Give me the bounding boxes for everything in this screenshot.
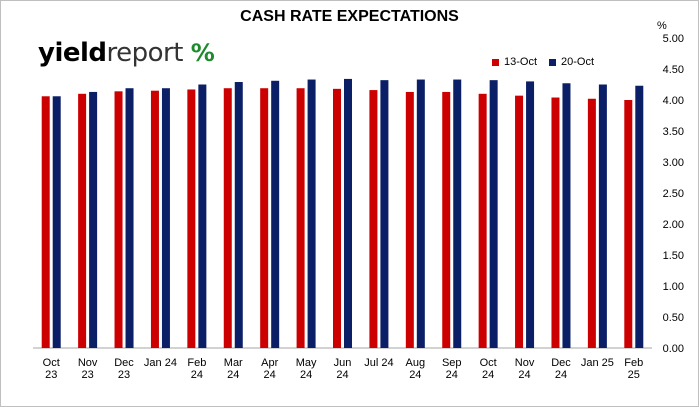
logo-percent-icon: % <box>190 39 215 67</box>
bar-13-oct-8 <box>333 88 341 348</box>
x-tick-label: Oct <box>480 357 497 369</box>
x-tick-label: Jul 24 <box>364 357 393 369</box>
legend-label-13-oct: 13-Oct <box>504 56 538 68</box>
bar-13-oct-4 <box>187 89 196 349</box>
y-tick-label: 1.00 <box>663 281 684 293</box>
bar-13-oct-11 <box>442 91 451 348</box>
x-tick-label: 24 <box>336 369 348 381</box>
bar-20-oct-15 <box>598 84 607 348</box>
y-tick-label: 3.00 <box>663 157 684 169</box>
bar-13-oct-13 <box>515 95 524 348</box>
y-tick-label: 4.00 <box>663 95 684 107</box>
x-tick-label: Dec <box>114 357 134 369</box>
bar-13-oct-16 <box>624 100 633 348</box>
x-tick-label: Oct <box>43 357 60 369</box>
bar-20-oct-0 <box>52 96 61 348</box>
bar-13-oct-9 <box>369 90 378 348</box>
x-tick-label: 24 <box>446 369 458 381</box>
bar-20-oct-9 <box>380 80 389 348</box>
legend-swatch-20-oct <box>549 58 557 66</box>
bar-20-oct-11 <box>453 79 462 348</box>
y-tick-label: 4.50 <box>663 64 684 76</box>
x-tick-label: Aug <box>406 357 426 369</box>
x-tick-label: 23 <box>45 369 57 381</box>
x-tick-label: 24 <box>264 369 276 381</box>
bar-13-oct-1 <box>78 93 87 348</box>
x-tick-label: Feb <box>624 357 643 369</box>
y-tick-label: 0.50 <box>663 312 684 324</box>
chart-legend: 13-Oct 20-Oct <box>492 56 606 68</box>
bar-20-oct-10 <box>416 79 425 348</box>
bar-13-oct-5 <box>223 88 232 348</box>
bar-13-oct-2 <box>114 91 123 348</box>
x-tick-label: 25 <box>628 369 640 381</box>
x-tick-label: Jun <box>334 357 352 369</box>
bar-20-oct-14 <box>562 83 571 348</box>
y-tick-label: 2.00 <box>663 219 684 231</box>
bar-13-oct-3 <box>150 90 159 348</box>
x-tick-label: Feb <box>187 357 206 369</box>
bar-13-oct-7 <box>296 88 305 348</box>
x-tick-label: Nov <box>78 357 98 369</box>
legend-swatch-13-oct <box>492 58 499 66</box>
x-tick-label: 24 <box>227 369 239 381</box>
x-tick-label: Apr <box>261 357 278 369</box>
bar-13-oct-10 <box>405 91 414 348</box>
bar-20-oct-3 <box>161 88 170 348</box>
legend-item-13-oct: 13-Oct <box>492 56 537 68</box>
x-tick-label: 24 <box>191 369 203 381</box>
x-tick-label: Jan 24 <box>144 357 177 369</box>
logo-report-text: report <box>106 38 184 68</box>
y-tick-label: 5.00 <box>663 33 684 45</box>
bar-20-oct-4 <box>198 84 207 348</box>
bar-13-oct-0 <box>41 96 50 348</box>
bar-20-oct-16 <box>635 85 644 349</box>
bar-20-oct-12 <box>489 80 498 348</box>
bar-20-oct-8 <box>344 78 352 349</box>
x-tick-label: Mar <box>224 357 243 369</box>
legend-item-20-oct: 20-Oct <box>549 56 594 68</box>
y-tick-label: 0.00 <box>663 343 684 355</box>
x-tick-label: Sep <box>442 357 462 369</box>
bar-13-oct-12 <box>478 93 487 348</box>
x-tick-label: 24 <box>300 369 312 381</box>
bar-20-oct-1 <box>89 91 98 348</box>
bar-13-oct-6 <box>260 88 269 348</box>
bar-20-oct-13 <box>526 81 535 349</box>
bar-20-oct-5 <box>234 82 243 349</box>
bar-20-oct-2 <box>125 88 134 348</box>
chart-title: CASH RATE EXPECTATIONS <box>240 8 459 25</box>
y-axis-unit: % <box>657 20 667 32</box>
x-tick-label: 23 <box>81 369 93 381</box>
x-tick-label: 24 <box>518 369 530 381</box>
logo-yield-text: yield <box>38 38 107 68</box>
x-tick-label: Jan 25 <box>581 357 614 369</box>
x-tick-label: 23 <box>118 369 130 381</box>
bar-20-oct-7 <box>307 79 316 348</box>
bar-13-oct-14 <box>551 97 560 349</box>
x-tick-label: 24 <box>555 369 567 381</box>
x-tick-label: Dec <box>551 357 571 369</box>
y-tick-label: 1.50 <box>663 250 684 262</box>
x-tick-label: Nov <box>515 357 535 369</box>
x-tick-label: 24 <box>482 369 494 381</box>
yieldreport-logo: yieldreport % <box>38 38 215 68</box>
y-tick-label: 3.50 <box>663 126 684 138</box>
legend-label-20-oct: 20-Oct <box>561 56 595 68</box>
bar-20-oct-6 <box>271 80 280 348</box>
bar-13-oct-15 <box>587 98 596 348</box>
x-tick-label: May <box>296 357 317 369</box>
y-tick-label: 2.50 <box>663 188 684 200</box>
x-tick-label: 24 <box>409 369 421 381</box>
